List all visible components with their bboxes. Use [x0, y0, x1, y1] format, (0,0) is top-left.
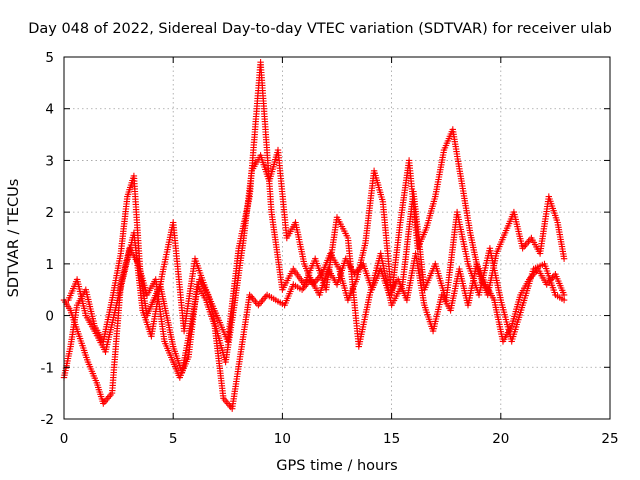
x-axis-label: GPS time / hours	[276, 458, 397, 474]
y-tick-labels: -2 -1 0 1 2 3 4 5	[41, 50, 54, 428]
x-tick-label: 15	[383, 431, 400, 447]
x-tick-label: 0	[60, 431, 69, 447]
x-tick-labels: 0 5 10 15 20 25	[60, 431, 619, 447]
y-tick-label: 4	[45, 102, 54, 118]
y-axis-label: SDTVAR / TECUs	[6, 179, 22, 298]
y-tick-label: 5	[45, 50, 54, 66]
axis-ticks	[63, 56, 611, 420]
y-tick-label: 0	[45, 309, 54, 325]
y-tick-label: 1	[45, 257, 54, 273]
y-tick-label: 2	[45, 205, 54, 221]
x-tick-label: 10	[274, 431, 291, 447]
data-point	[560, 255, 568, 262]
y-tick-label: 3	[45, 153, 54, 169]
data-point	[560, 296, 568, 304]
grid	[64, 57, 610, 419]
data-points	[60, 59, 568, 412]
chart-title: Day 048 of 2022, Sidereal Day-to-day VTE…	[28, 21, 612, 37]
x-tick-label: 25	[601, 431, 618, 447]
y-tick-label: -1	[41, 360, 54, 376]
x-tick-label: 20	[492, 431, 509, 447]
plot-frame	[63, 56, 611, 420]
y-tick-label: -2	[41, 412, 54, 428]
x-tick-label: 5	[169, 431, 178, 447]
